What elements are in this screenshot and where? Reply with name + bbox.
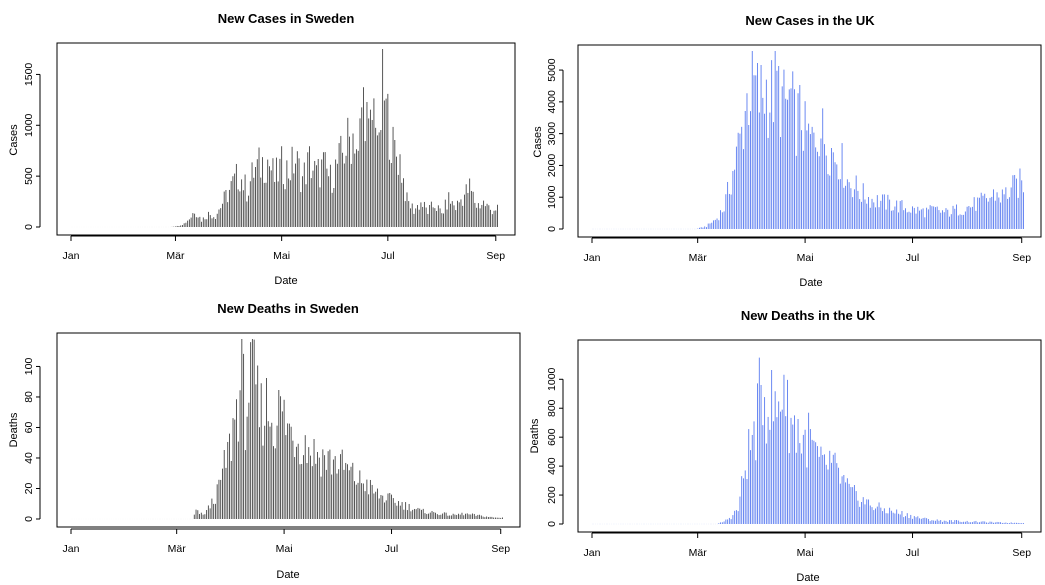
x-tick-label: Sep xyxy=(486,250,505,262)
plot-frame xyxy=(56,332,521,528)
x-tick-label: Sep xyxy=(1012,547,1031,559)
x-tick-label: Mai xyxy=(276,543,293,555)
chart-title: New Cases in Sweden xyxy=(218,11,355,26)
x-tick-label: Mai xyxy=(797,547,814,559)
x-axis-label: Date xyxy=(276,569,299,581)
chart-title: New Cases in the UK xyxy=(745,13,875,28)
x-tick-label: Jan xyxy=(63,250,80,262)
y-tick-label: 1000 xyxy=(546,367,558,391)
x-tick-label: Mai xyxy=(273,250,290,262)
y-tick-label: 20 xyxy=(23,482,35,494)
x-tick-label: Sep xyxy=(491,543,510,555)
x-tick-label: Jul xyxy=(906,252,919,264)
x-tick-label: Mär xyxy=(168,543,187,555)
chart-title: New Deaths in Sweden xyxy=(217,301,359,316)
chart-title: New Deaths in the UK xyxy=(741,308,876,323)
panel-deaths-uk: New Deaths in the UK 0 200 400 600 800 1000 J… xyxy=(529,308,1042,584)
y-tick-label: 800 xyxy=(546,399,558,417)
y-tick-label: 60 xyxy=(23,421,35,433)
y-tick-label: 5000 xyxy=(546,58,558,82)
x-tick-label: Sep xyxy=(1012,252,1031,264)
y-tick-label: 4000 xyxy=(546,90,558,114)
x-tick-label: Jan xyxy=(584,547,601,559)
x-axis-label: Date xyxy=(799,277,822,289)
y-tick-label: 2000 xyxy=(546,154,558,178)
x-tick-label: Mär xyxy=(689,547,708,559)
y-tick-label: 0 xyxy=(23,224,35,230)
y-axis-label: Cases xyxy=(532,126,544,158)
y-tick-label: 0 xyxy=(546,521,558,527)
y-tick-label: 40 xyxy=(23,452,35,464)
y-tick-label: 1000 xyxy=(23,113,35,137)
x-tick-label: Jul xyxy=(385,543,398,555)
y-tick-label: 80 xyxy=(23,391,35,403)
panel-cases-sweden: New Cases in Sweden 0 500 1000 1500 Jan Mär M… xyxy=(8,11,516,287)
x-axis-label: Date xyxy=(796,572,819,584)
plot-frame xyxy=(56,42,516,236)
x-axis-label: Date xyxy=(274,275,297,287)
x-tick-label: Jul xyxy=(381,250,394,262)
x-tick-label: Jan xyxy=(584,252,601,264)
panel-deaths-sweden: New Deaths in Sweden 0 20 40 60 80 100 Jan Mär… xyxy=(8,301,521,581)
x-tick-label: Jul xyxy=(906,547,919,559)
y-tick-label: 1500 xyxy=(23,63,35,87)
x-tick-label: Mär xyxy=(689,252,708,264)
y-tick-label: 600 xyxy=(546,428,558,446)
y-axis-label: Cases xyxy=(8,124,20,156)
plot-frame xyxy=(577,339,1042,533)
x-tick-label: Mär xyxy=(166,250,185,262)
y-axis-label: Deaths xyxy=(8,412,20,447)
y-axis-label: Deaths xyxy=(529,418,541,453)
y-tick-label: 0 xyxy=(23,516,35,522)
y-tick-label: 0 xyxy=(546,226,558,232)
plot-frame xyxy=(577,44,1042,238)
y-tick-label: 1000 xyxy=(546,185,558,209)
y-tick-label: 100 xyxy=(23,358,35,376)
x-tick-label: Mai xyxy=(797,252,814,264)
x-tick-label: Jan xyxy=(63,543,80,555)
y-tick-label: 3000 xyxy=(546,122,558,146)
y-tick-label: 500 xyxy=(23,167,35,185)
panel-cases-uk: New Cases in the UK 0 1000 2000 3000 4000 500… xyxy=(532,13,1042,289)
y-tick-label: 400 xyxy=(546,457,558,475)
y-tick-label: 200 xyxy=(546,486,558,504)
